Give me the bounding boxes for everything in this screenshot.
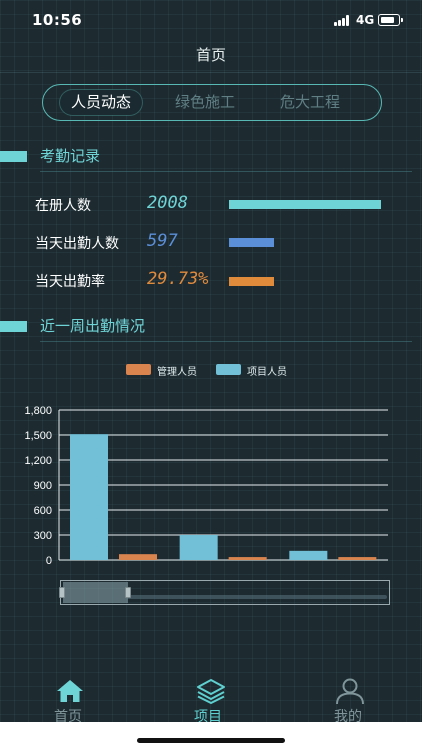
weekly-attendance-chart: 0 300 600 900 1,200 1,500 1,800 <box>24 405 388 567</box>
nav-divider <box>0 72 422 73</box>
page-title: 首页 <box>195 46 226 64</box>
stat-bar-attendance-rate <box>229 277 274 286</box>
network-type: 4G <box>356 13 375 27</box>
y-tick-label: 900 <box>34 480 52 492</box>
status-time: 10:56 <box>32 11 83 29</box>
section-marker <box>0 321 27 332</box>
tab-personnel[interactable]: 人员动态 <box>60 90 143 115</box>
stat-value-attendance-today: 597 <box>147 231 178 251</box>
stat-bar-attendance-today <box>229 238 274 247</box>
chart-zoom-slider[interactable] <box>59 580 390 605</box>
legend-label-management[interactable]: 管理人员 <box>157 367 197 378</box>
section-divider <box>40 171 412 172</box>
y-tick-label: 1,800 <box>24 405 52 417</box>
section-divider <box>40 341 412 342</box>
stat-label-attendance-rate: 当天出勤率 <box>35 274 105 290</box>
bar-management-personnel[interactable] <box>338 557 377 560</box>
bar-project-personnel[interactable] <box>179 535 218 560</box>
stat-label-attendance-today: 当天出勤人数 <box>35 236 119 252</box>
stat-bar-registered <box>229 200 381 209</box>
y-tick-label: 300 <box>34 530 52 542</box>
bar-management-personnel[interactable] <box>228 557 267 560</box>
y-tick-label: 1,500 <box>24 430 52 442</box>
stat-label-registered: 在册人数 <box>35 198 91 214</box>
tab-mine-label[interactable]: 我的 <box>334 709 362 725</box>
legend-label-project[interactable]: 项目人员 <box>247 367 287 378</box>
tab-project-label[interactable]: 项目 <box>194 709 222 725</box>
tab-major-hazard[interactable]: 危大工程 <box>280 93 341 111</box>
home-indicator-area <box>0 722 422 750</box>
section-title-attendance: 考勤记录 <box>40 147 101 165</box>
stat-value-registered: 2008 <box>147 193 188 213</box>
slider-window[interactable] <box>63 582 129 603</box>
tab-home-label[interactable]: 首页 <box>54 709 82 725</box>
slider-preview <box>127 595 387 599</box>
status-bar: 10:56 4G <box>0 0 422 40</box>
bar-management-personnel[interactable] <box>119 554 157 560</box>
layers-icon[interactable] <box>196 678 226 704</box>
battery-icon <box>378 14 403 26</box>
section-title-weekly: 近一周出勤情况 <box>40 317 146 335</box>
y-tick-label: 1,200 <box>24 455 52 467</box>
legend-swatch-project[interactable] <box>216 364 241 375</box>
legend-swatch-management[interactable] <box>126 364 151 375</box>
tab-green-construction[interactable]: 绿色施工 <box>175 93 236 111</box>
home-indicator[interactable] <box>137 738 285 743</box>
segment-tabs: 人员动态 绿色施工 危大工程 <box>42 84 382 121</box>
y-tick-label: 0 <box>46 555 52 567</box>
user-icon[interactable] <box>335 678 365 705</box>
bar-project-personnel[interactable] <box>70 434 108 560</box>
slider-handle-right[interactable] <box>125 587 132 598</box>
home-icon[interactable] <box>55 678 85 704</box>
bar-project-personnel[interactable] <box>289 550 328 560</box>
slider-handle-left[interactable] <box>59 587 65 598</box>
stat-value-attendance-rate: 29.73% <box>147 269 209 289</box>
y-tick-label: 600 <box>34 505 52 517</box>
section-marker <box>0 151 27 162</box>
signal-icon <box>334 15 352 26</box>
